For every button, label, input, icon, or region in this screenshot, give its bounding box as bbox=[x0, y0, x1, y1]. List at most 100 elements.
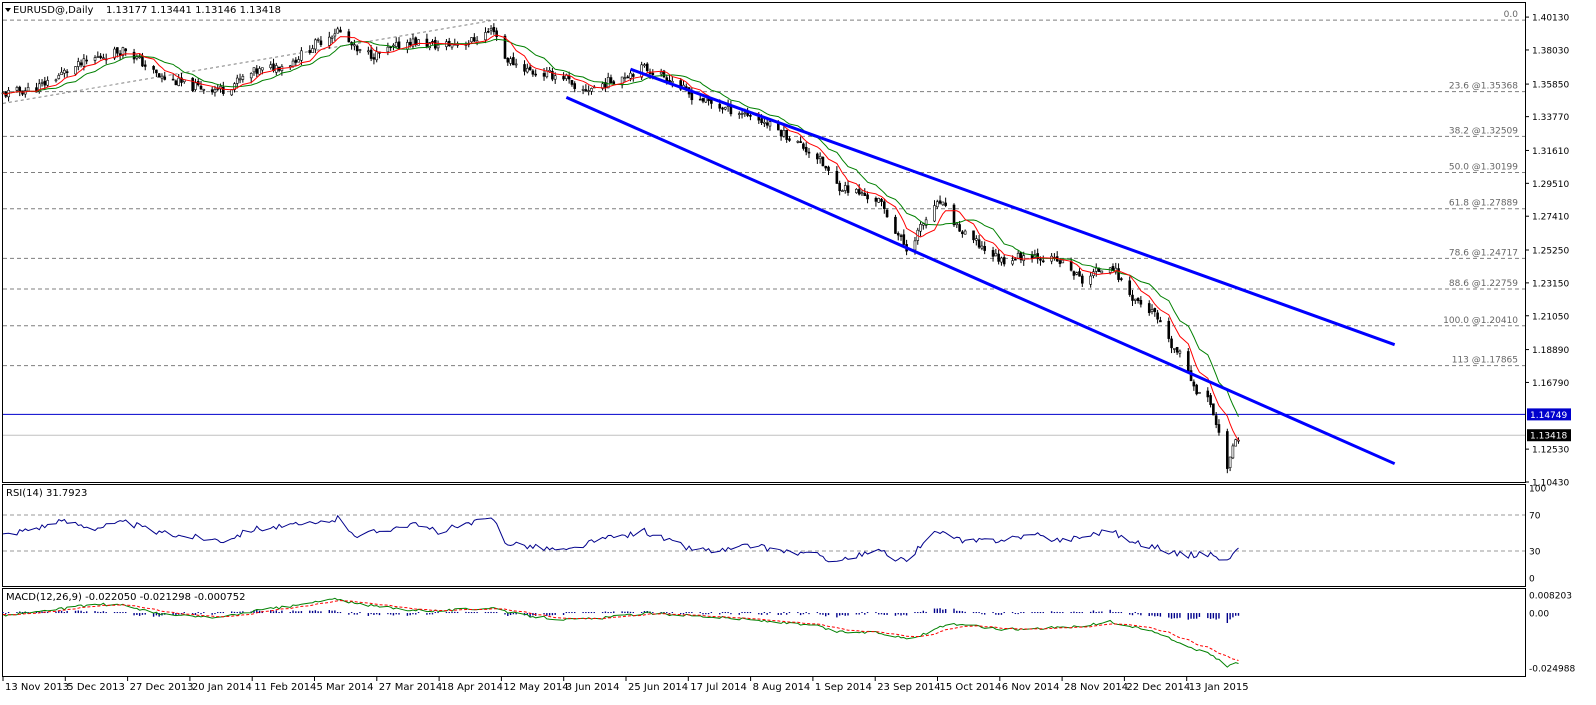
candle-body bbox=[358, 49, 362, 51]
candle-body bbox=[102, 57, 105, 59]
macd-tick-label: -0.024988 bbox=[1529, 665, 1575, 675]
candle-body bbox=[238, 78, 242, 81]
candle-body bbox=[1234, 439, 1237, 447]
candle-body bbox=[933, 205, 936, 222]
candle-body bbox=[880, 198, 883, 202]
price-tick-label: 1.25250 bbox=[1532, 247, 1569, 257]
x-tick-label: 5 Dec 2013 bbox=[67, 682, 125, 693]
candle-body bbox=[799, 141, 802, 143]
candle-body bbox=[258, 68, 261, 75]
candle-body bbox=[629, 72, 632, 79]
channel-lower-line bbox=[565, 96, 1396, 466]
candle-body bbox=[1022, 255, 1026, 261]
candle-body bbox=[938, 200, 942, 204]
candle-body bbox=[846, 185, 850, 193]
price-tick-label: 1.31610 bbox=[1532, 147, 1569, 157]
rsi-title: RSI(14) 31.7923 bbox=[6, 488, 87, 499]
candle-body bbox=[85, 59, 88, 62]
candle-body bbox=[1153, 308, 1157, 313]
candle-body bbox=[1011, 260, 1014, 265]
x-tick-label: 25 Jun 2014 bbox=[628, 682, 688, 693]
candle-body bbox=[763, 121, 766, 124]
candle-body bbox=[584, 89, 588, 92]
candle-body bbox=[121, 47, 125, 56]
candle-body bbox=[486, 30, 490, 33]
candle-body bbox=[1192, 381, 1196, 387]
candle-body bbox=[749, 115, 752, 117]
candle-body bbox=[1111, 266, 1115, 271]
candle-body bbox=[433, 40, 437, 49]
candle-body bbox=[590, 88, 593, 92]
candle-body bbox=[191, 77, 194, 91]
fib-level-label: 61.8 @1.27889 bbox=[1449, 199, 1518, 209]
candle-body bbox=[821, 157, 825, 167]
candle-body bbox=[509, 58, 512, 64]
price-tick-label: 1.27410 bbox=[1532, 213, 1569, 223]
x-tick-label: 3 Jun 2014 bbox=[566, 682, 620, 693]
candle-body bbox=[562, 76, 565, 80]
candle-body bbox=[626, 76, 630, 79]
candle-body bbox=[604, 82, 607, 88]
candle-body bbox=[411, 38, 415, 47]
candle-body bbox=[375, 51, 379, 61]
candle-body bbox=[436, 44, 440, 49]
candle-body bbox=[874, 197, 878, 202]
x-tick-label: 6 Nov 2014 bbox=[1002, 682, 1060, 693]
candle-body bbox=[113, 48, 116, 59]
dropdown-triangle-icon[interactable] bbox=[5, 8, 11, 12]
candle-body bbox=[155, 69, 158, 74]
candle-body bbox=[1156, 312, 1159, 320]
ma-slow-line bbox=[2, 38, 1239, 417]
candle-body bbox=[397, 41, 401, 50]
ohlc-readout: 1.13177 1.13441 1.13146 1.13418 bbox=[106, 5, 281, 16]
candle-body bbox=[659, 71, 663, 75]
candle-body bbox=[1058, 260, 1062, 264]
candle-body bbox=[141, 55, 144, 67]
candle-body bbox=[526, 67, 529, 73]
candle-body bbox=[718, 103, 722, 109]
candle-body bbox=[866, 194, 869, 200]
candle-body bbox=[643, 64, 646, 67]
x-tick-label: 13 Nov 2013 bbox=[5, 682, 69, 693]
candle-body bbox=[353, 44, 356, 47]
rsi-panel-frame bbox=[2, 484, 1526, 587]
candle-body bbox=[174, 80, 178, 86]
candle-body bbox=[919, 224, 922, 232]
candle-body bbox=[824, 165, 828, 169]
candle-body bbox=[213, 89, 217, 93]
candle-body bbox=[816, 153, 819, 160]
candle-body bbox=[199, 85, 203, 90]
fib-level-label: 50.0 @1.30199 bbox=[1449, 163, 1518, 173]
candle-body bbox=[116, 47, 119, 54]
candle-body bbox=[1150, 309, 1154, 312]
candle-body bbox=[425, 38, 429, 47]
candle-body bbox=[877, 198, 881, 203]
candle-body bbox=[79, 62, 83, 66]
fib-level-label: 38.2 @1.32509 bbox=[1449, 126, 1518, 136]
candle-body bbox=[698, 98, 702, 101]
candle-body bbox=[82, 58, 86, 67]
candle-body bbox=[1198, 392, 1201, 394]
price-panel: 0.0 23.6 @1.35368 38.2 @1.32509 50.0 @1.301… bbox=[1, 10, 1525, 474]
candle-body bbox=[470, 37, 473, 43]
candle-body bbox=[835, 170, 839, 184]
x-tick-label: 20 Jan 2014 bbox=[192, 682, 252, 693]
candle-body bbox=[807, 151, 811, 154]
candle-body bbox=[1147, 303, 1151, 313]
candle-body bbox=[1170, 338, 1173, 349]
rsi-tick-label: 70 bbox=[1529, 512, 1541, 522]
ma-fast-line bbox=[2, 34, 1239, 441]
x-tick-label: 18 Apr 2014 bbox=[441, 682, 503, 693]
price-tick-label: 1.35850 bbox=[1532, 81, 1569, 91]
candle-body bbox=[902, 234, 906, 245]
candle-body bbox=[922, 223, 925, 226]
candle-body bbox=[573, 83, 577, 89]
candle-body bbox=[60, 71, 63, 76]
candle-body bbox=[495, 30, 498, 37]
candle-body bbox=[991, 250, 995, 257]
candle-body bbox=[528, 66, 532, 71]
candle-body bbox=[531, 70, 535, 75]
candle-body bbox=[1069, 260, 1073, 271]
candle-body bbox=[609, 77, 613, 84]
candle-body bbox=[222, 86, 225, 94]
